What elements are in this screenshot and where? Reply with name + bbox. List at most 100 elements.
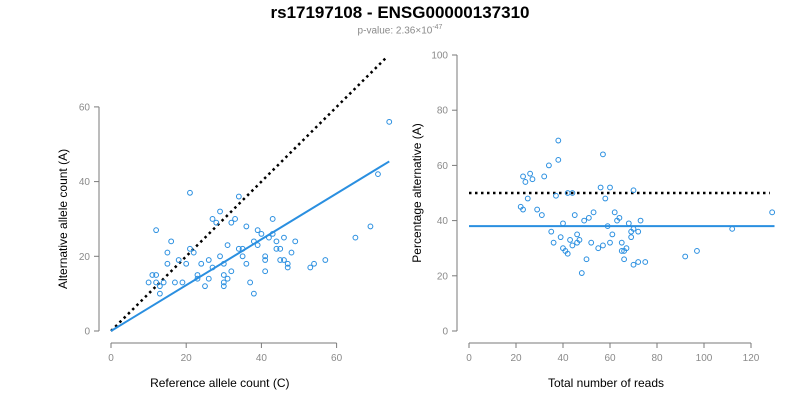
right-data-point bbox=[578, 270, 585, 276]
right-scatter-panel: 0 20 40 60 80 100 120 0 20 40 60 80 100 Total number … bbox=[410, 51, 776, 390]
right-data-point bbox=[597, 184, 604, 191]
left-data-point bbox=[262, 268, 269, 275]
right-data-point bbox=[576, 237, 583, 243]
left-data-point bbox=[190, 249, 197, 256]
left-data-point bbox=[262, 253, 269, 260]
right-data-point bbox=[600, 151, 606, 158]
right-x-tick-label: 80 bbox=[651, 353, 663, 364]
right-data-point bbox=[520, 206, 526, 213]
left-data-point bbox=[205, 275, 212, 282]
left-data-point bbox=[243, 260, 250, 267]
left-x-tick-label: 60 bbox=[331, 353, 343, 364]
left-data-point bbox=[307, 264, 314, 271]
right-y-tick-label: 40 bbox=[437, 216, 449, 227]
right-data-point bbox=[534, 206, 541, 213]
left-data-point bbox=[277, 245, 284, 252]
left-data-point bbox=[258, 230, 265, 237]
left-data-point bbox=[277, 257, 284, 263]
right-x-tick-label: 100 bbox=[696, 353, 713, 364]
left-data-point bbox=[235, 245, 242, 252]
right-data-point bbox=[682, 253, 689, 260]
left-y-tick-label: 60 bbox=[79, 102, 91, 113]
left-data-point bbox=[224, 242, 231, 248]
left-data-point bbox=[164, 260, 171, 267]
left-data-point bbox=[209, 216, 216, 222]
right-data-point bbox=[623, 245, 630, 252]
left-data-point bbox=[209, 264, 216, 271]
right-y-tick-label: 0 bbox=[442, 327, 448, 338]
left-data-point bbox=[145, 279, 152, 286]
right-data-point bbox=[583, 256, 590, 263]
left-reference-line bbox=[110, 57, 387, 332]
right-data-point bbox=[590, 209, 597, 216]
right-data-point bbox=[637, 217, 644, 224]
left-data-point bbox=[194, 272, 201, 278]
left-data-point bbox=[235, 193, 242, 200]
right-y-tick-label: 20 bbox=[437, 271, 449, 282]
left-x-axis-title: Reference allele count (C) bbox=[150, 376, 289, 390]
right-data-point bbox=[602, 195, 609, 202]
right-data-point bbox=[616, 214, 623, 221]
left-data-point bbox=[202, 283, 208, 290]
right-data-point bbox=[529, 176, 536, 183]
right-data-point bbox=[607, 239, 613, 246]
right-data-point bbox=[628, 234, 635, 241]
right-data-point bbox=[607, 184, 613, 191]
right-x-tick-label: 40 bbox=[557, 353, 569, 364]
right-data-point bbox=[569, 242, 576, 249]
right-data-point bbox=[550, 239, 557, 246]
left-data-point bbox=[168, 238, 175, 245]
right-data-point bbox=[574, 231, 580, 238]
right-data-point bbox=[560, 220, 566, 227]
left-y-tick-label: 0 bbox=[84, 327, 90, 338]
left-data-point bbox=[281, 257, 287, 263]
left-data-point bbox=[254, 242, 261, 248]
left-data-point bbox=[284, 264, 291, 271]
left-data-point bbox=[153, 227, 160, 234]
left-data-point bbox=[153, 272, 160, 278]
right-data-point bbox=[635, 259, 642, 265]
right-data-point bbox=[581, 217, 588, 224]
left-data-point bbox=[273, 238, 280, 245]
left-data-point bbox=[284, 260, 291, 267]
right-data-point bbox=[630, 225, 637, 232]
left-data-point bbox=[220, 283, 227, 290]
left-data-point bbox=[187, 245, 193, 252]
right-y-tick-label: 60 bbox=[437, 161, 449, 172]
right-x-tick-label: 60 bbox=[604, 353, 616, 364]
right-data-point bbox=[618, 248, 625, 254]
right-data-point bbox=[557, 234, 564, 241]
left-data-point bbox=[352, 234, 359, 241]
left-data-point bbox=[250, 290, 257, 297]
left-scatter-panel: 0 20 40 60 0 20 40 60 Reference allele count (C)… bbox=[56, 57, 393, 390]
right-data-point bbox=[611, 209, 618, 216]
left-data-point bbox=[172, 279, 178, 286]
left-data-point bbox=[164, 249, 171, 256]
right-data-point bbox=[604, 223, 611, 230]
left-data-point bbox=[232, 216, 238, 222]
right-data-point bbox=[564, 250, 571, 257]
right-data-point bbox=[588, 239, 595, 246]
right-data-point bbox=[609, 231, 616, 238]
chart-title: rs17197108 - ENSG00000137310 bbox=[270, 3, 530, 22]
left-data-point bbox=[386, 118, 393, 125]
right-y-tick-label: 100 bbox=[431, 51, 448, 62]
left-data-point bbox=[156, 290, 163, 297]
right-data-point bbox=[600, 242, 606, 249]
left-data-point bbox=[250, 238, 257, 245]
left-data-point bbox=[160, 279, 167, 286]
left-data-point bbox=[228, 219, 235, 226]
left-data-point bbox=[269, 216, 276, 222]
left-data-point bbox=[217, 208, 223, 215]
right-x-tick-label: 0 bbox=[466, 353, 472, 364]
p-value-exponent: -47 bbox=[432, 24, 443, 31]
left-data-point bbox=[220, 272, 227, 278]
right-x-axis-title: Total number of reads bbox=[548, 376, 664, 390]
right-data-point bbox=[630, 261, 637, 268]
left-y-axis-title: Alternative allele count (A) bbox=[56, 149, 70, 289]
left-data-point bbox=[239, 245, 246, 252]
left-data-point bbox=[375, 171, 381, 178]
left-data-point bbox=[183, 260, 190, 267]
right-data-point bbox=[524, 195, 531, 202]
right-data-point bbox=[571, 212, 578, 218]
